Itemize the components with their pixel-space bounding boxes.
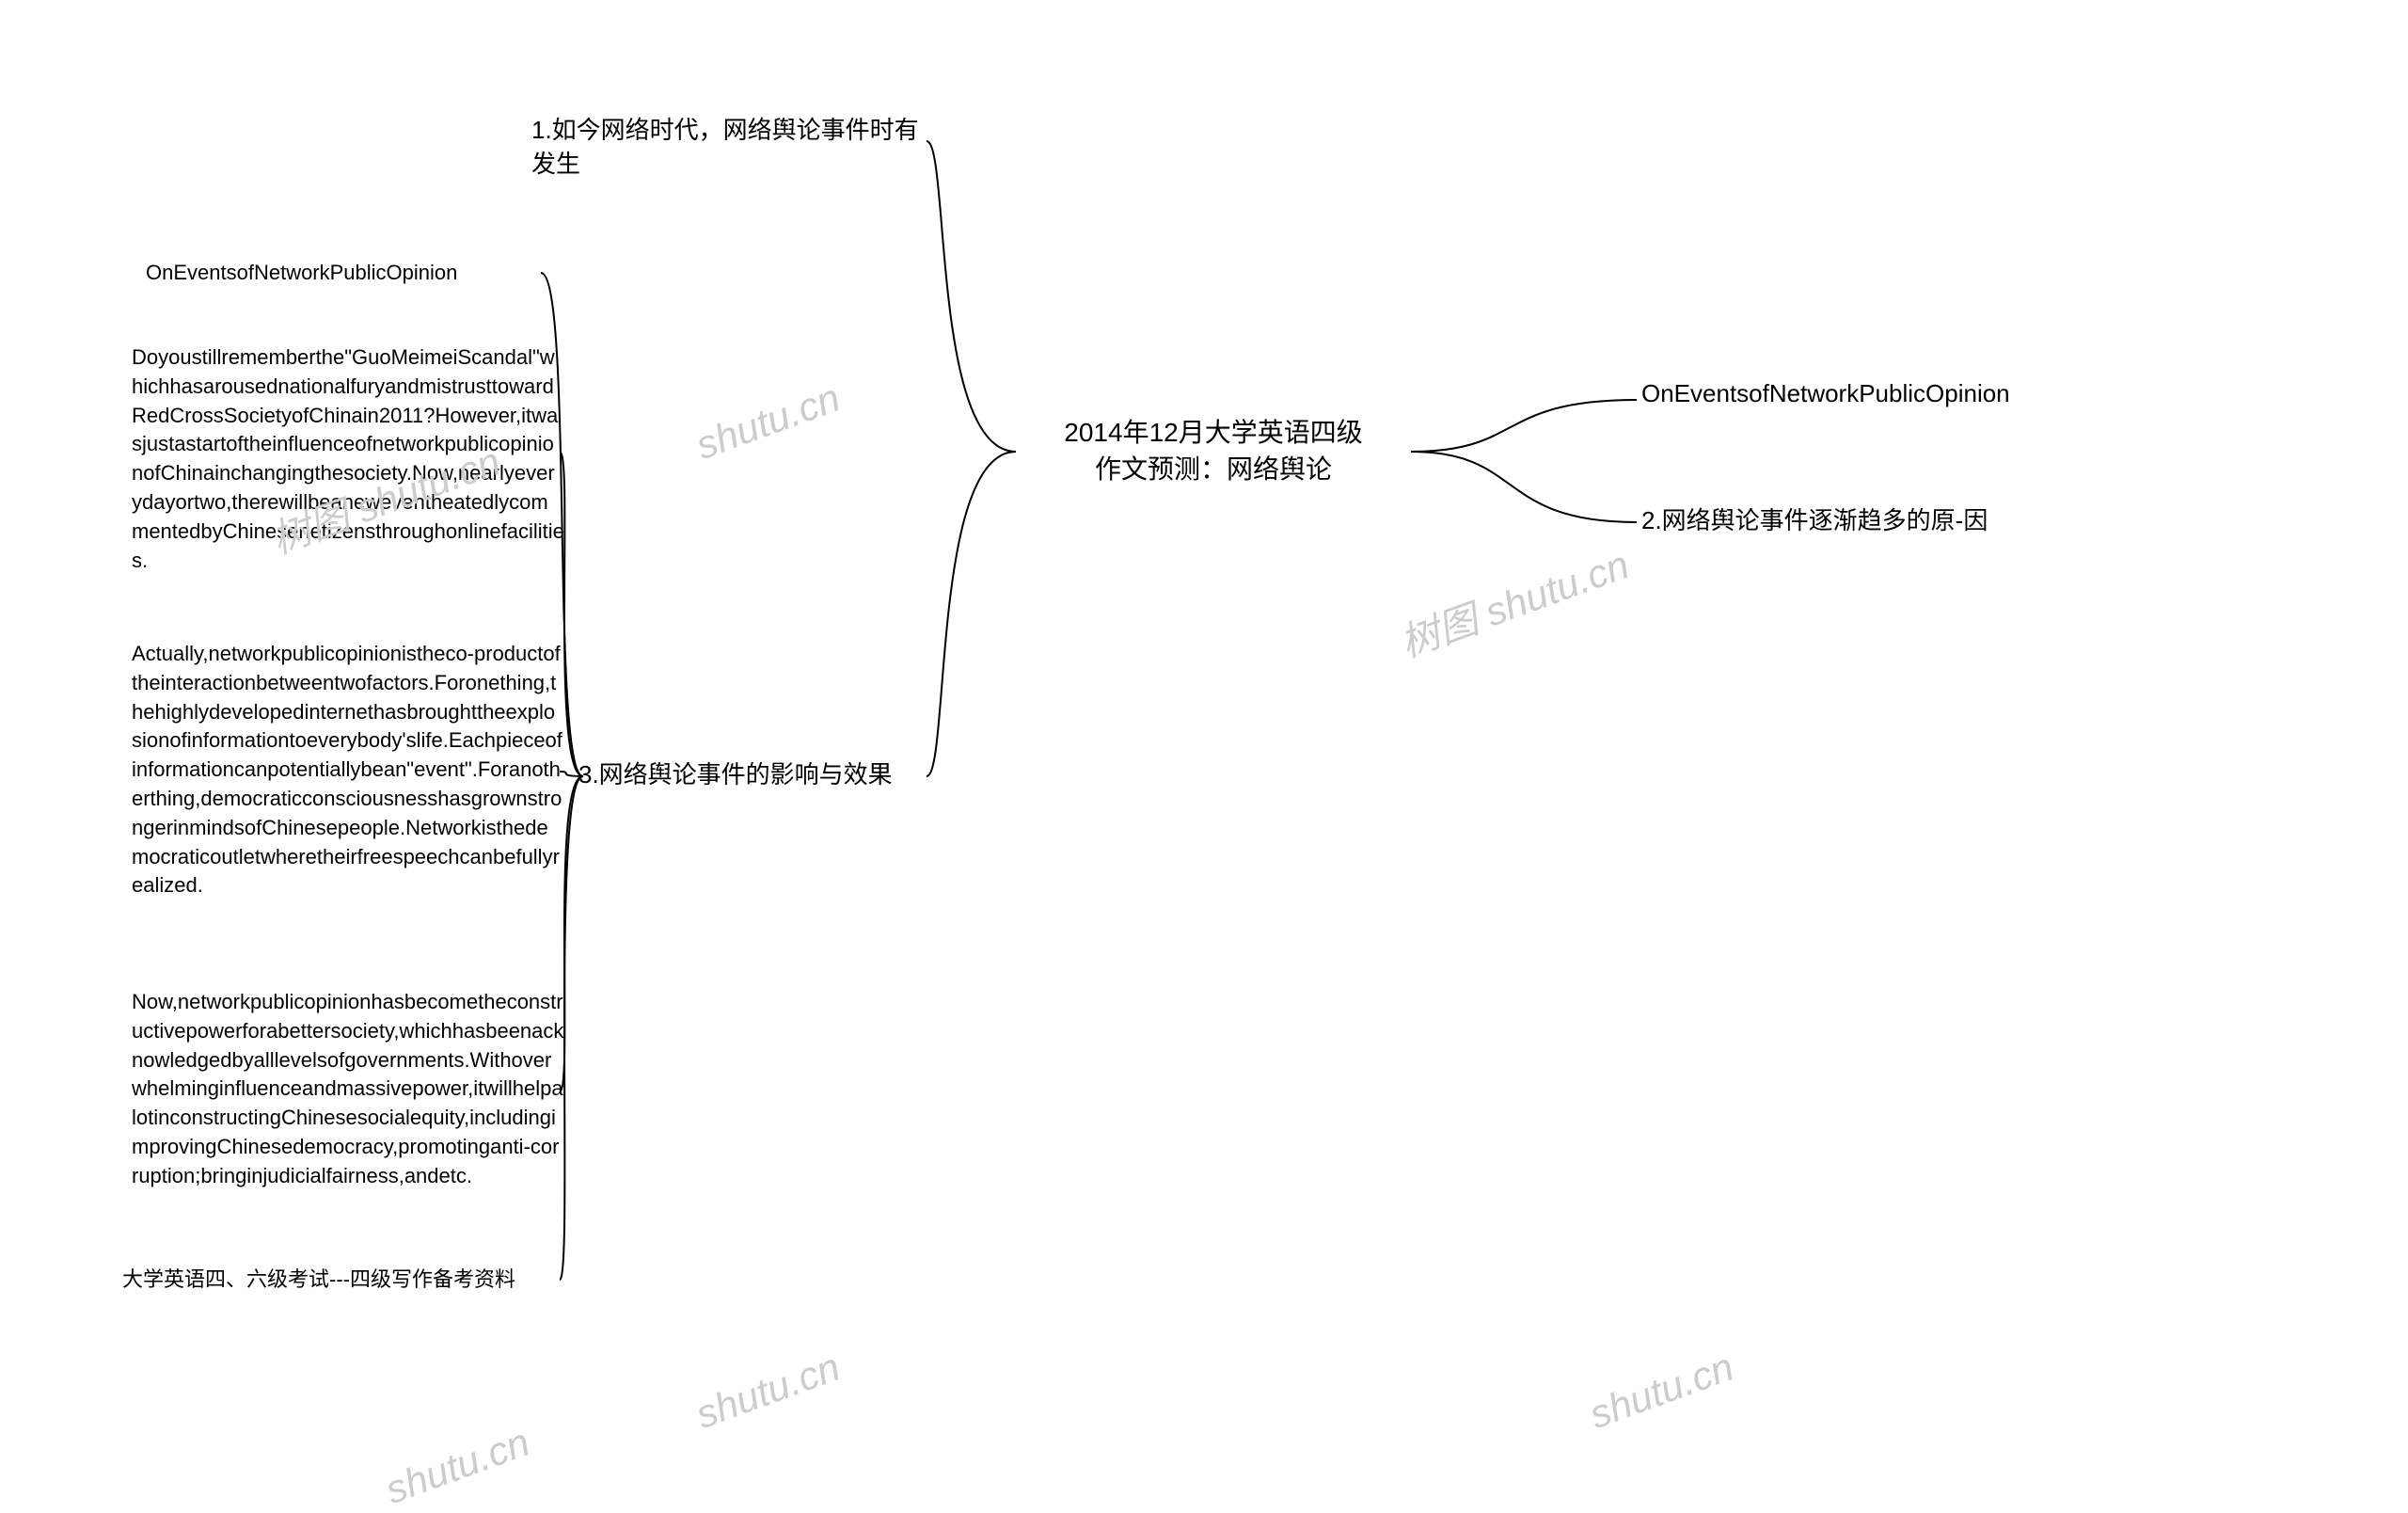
branch-3: 3.网络舆论事件的影响与效果	[578, 757, 936, 791]
center-node: 2014年12月大学英语四级 作文预测：网络舆论	[1016, 414, 1411, 487]
leaf-2: Doyoustillrememberthe"GuoMeimeiScandal"w…	[132, 343, 564, 575]
center-line1: 2014年12月大学英语四级	[1016, 414, 1411, 451]
branch-right-1: OnEventsofNetworkPublicOpinion	[1641, 376, 2046, 410]
leaf-5: 大学英语四、六级考试---四级写作备考资料	[122, 1266, 564, 1295]
leaf-3: Actually,networkpublicopinionistheco-pro…	[132, 640, 564, 900]
center-line2: 作文预测：网络舆论	[1016, 451, 1411, 487]
leaf-4: Now,networkpublicopinionhasbecomethecons…	[132, 988, 564, 1191]
watermark-text: 树图 shutu.cn	[1391, 534, 1636, 669]
watermark-text: shutu.cn	[1584, 1345, 1740, 1438]
leaf-1: OnEventsofNetworkPublicOpinion	[146, 259, 541, 288]
watermark-text: shutu.cn	[690, 375, 847, 469]
branch-right-2: 2.网络舆论事件逐渐趋多的原-因	[1641, 503, 2046, 537]
watermark-text: shutu.cn	[380, 1420, 536, 1513]
branch-1: 1.如今网络时代，网络舆论事件时有发生	[531, 113, 936, 182]
watermark-text: shutu.cn	[690, 1345, 847, 1438]
